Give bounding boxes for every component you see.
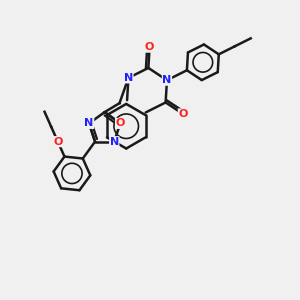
Text: N: N: [162, 75, 172, 85]
Text: O: O: [53, 136, 62, 147]
Text: O: O: [178, 109, 188, 119]
Text: N: N: [110, 137, 119, 147]
Text: N: N: [85, 118, 94, 128]
Text: N: N: [124, 73, 133, 83]
Text: O: O: [145, 42, 154, 52]
Text: O: O: [116, 118, 125, 128]
